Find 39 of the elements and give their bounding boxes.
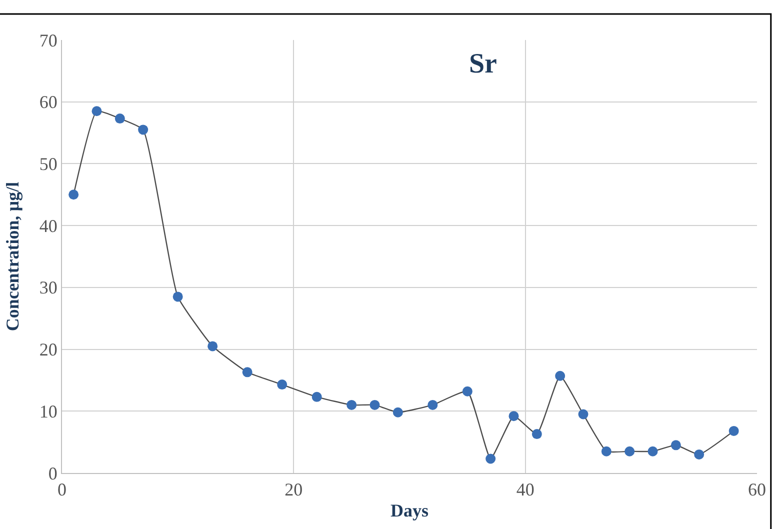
- point: [208, 341, 218, 352]
- point: [508, 411, 519, 422]
- point: [532, 429, 542, 440]
- point: [138, 124, 148, 135]
- y-tick-label: 10: [39, 401, 58, 422]
- point: [578, 409, 588, 420]
- point: [114, 114, 125, 124]
- x-tick-label: 40: [516, 480, 534, 500]
- y-tick-label: 30: [39, 278, 58, 298]
- point: [728, 426, 739, 436]
- y-tick-label: 20: [39, 340, 58, 360]
- point: [694, 449, 704, 460]
- point: [312, 392, 322, 402]
- point: [346, 400, 357, 410]
- point: [555, 370, 566, 381]
- point: [428, 400, 438, 410]
- point: [624, 446, 635, 456]
- x-tick-label: 20: [284, 480, 303, 500]
- y-axis-title: Concentration, µg/l: [2, 182, 23, 332]
- point: [601, 446, 612, 456]
- y-tick-label: 60: [39, 92, 58, 112]
- x-axis-title: Days: [390, 500, 429, 521]
- point: [172, 292, 183, 302]
- point: [648, 446, 658, 456]
- point: [392, 407, 403, 418]
- x-tick-label: 60: [748, 480, 766, 500]
- point: [462, 386, 472, 396]
- y-tick-label: 40: [39, 216, 58, 236]
- chart-title: Sr: [468, 48, 497, 80]
- y-tick-label: 70: [39, 30, 58, 50]
- point: [242, 367, 252, 378]
- point: [670, 440, 681, 450]
- point: [370, 400, 380, 410]
- y-tick-label: 0: [48, 463, 58, 484]
- point: [92, 106, 102, 116]
- point: [277, 380, 288, 390]
- point: [68, 190, 79, 200]
- y-tick-label: 50: [39, 154, 58, 174]
- point: [486, 454, 496, 464]
